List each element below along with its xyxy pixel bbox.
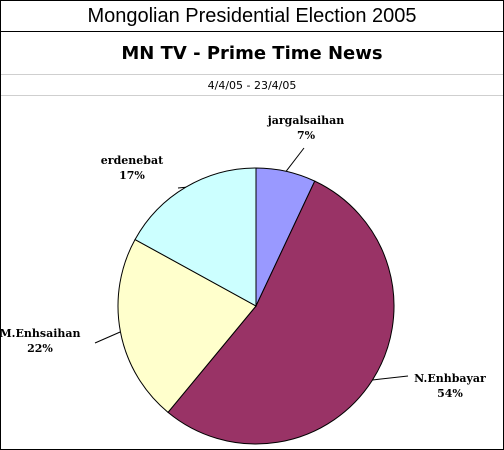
- leader-line: [177, 186, 186, 189]
- date-range: 4/4/05 - 23/4/05: [1, 74, 503, 96]
- slice-value-label: 17%: [119, 169, 145, 182]
- leader-line: [94, 331, 121, 344]
- slice-label: N.Enhbayar: [414, 372, 486, 385]
- slice-label: M.Enhsaihan: [0, 327, 81, 340]
- pie-slice-n-enhbayar: [167, 180, 395, 445]
- leader-line: [372, 375, 409, 381]
- slice-value-label: 54%: [437, 387, 463, 400]
- chart-title: MN TV - Prime Time News: [121, 42, 383, 64]
- leader-line: [285, 147, 305, 172]
- page-title: Mongolian Presidential Election 2005: [1, 1, 503, 32]
- slice-label: erdenebat: [101, 154, 164, 167]
- slice-value-label: 22%: [27, 342, 53, 355]
- slice-value-label: 7%: [297, 129, 316, 142]
- pie-slice-erdenebat: [134, 167, 257, 307]
- slice-label: jargalsaihan: [267, 114, 345, 127]
